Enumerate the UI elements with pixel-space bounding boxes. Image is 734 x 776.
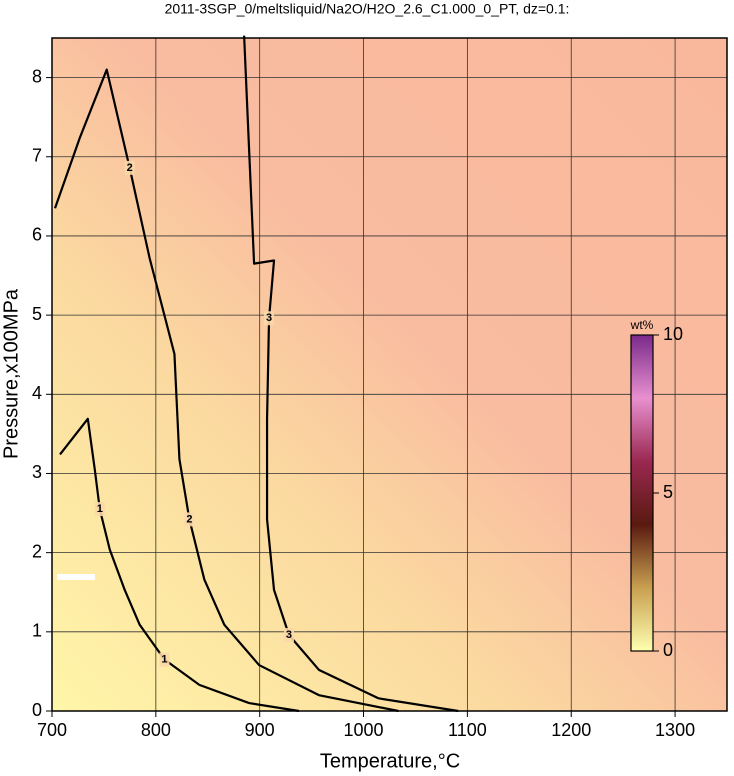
contour-label-bg [94,502,105,517]
y-axis-label: Pressure,x100MPa [0,288,22,459]
y-tick-label: 5 [32,304,42,324]
contour-line [53,68,399,713]
y-tick-label: 3 [32,462,42,482]
contour-label: 3 [266,312,272,324]
colorbar-label: wt% [630,318,654,332]
x-axis-label: Temperature,°C [320,750,460,772]
contour-label-bg [124,160,135,175]
colorbar-tick-label: 5 [663,482,673,502]
contour-label: 2 [186,513,192,525]
y-tick-label: 1 [32,621,42,641]
x-tick-label: 1000 [344,720,384,740]
contour-label: 3 [286,629,292,641]
x-tick-label: 900 [245,720,275,740]
contour-line [243,35,459,713]
y-tick-label: 2 [32,541,42,561]
y-tick-label: 4 [32,383,42,403]
chart-title: 2011-3SGP_0/meltsliquid/Na2O/H2O_2.6_C1.… [165,1,570,17]
y-tick-label: 6 [32,225,42,245]
colorbar-tick-label: 0 [663,640,673,660]
contour-line [59,417,300,713]
contour-label: 1 [161,653,167,665]
contour-label-bg [184,512,195,527]
plot-frame [51,37,728,712]
y-tick-label: 0 [32,700,42,720]
artifact [57,574,95,580]
x-tick-label: 800 [141,720,171,740]
y-tick-label: 7 [32,146,42,166]
x-tick-label: 700 [37,720,67,740]
contour-label-bg [159,652,170,667]
plot-background [52,38,727,711]
contour-label-bg [283,627,294,642]
x-tick-label: 1100 [448,720,487,740]
contour-label: 2 [127,162,133,174]
colorbar-tick-label: 10 [663,324,683,344]
contour-label: 1 [97,503,103,515]
x-tick-label: 1300 [655,720,695,740]
x-tick-label: 1200 [551,720,591,740]
contour-label-bg [264,311,275,326]
y-tick-label: 8 [32,66,42,86]
colorbar [630,334,654,652]
